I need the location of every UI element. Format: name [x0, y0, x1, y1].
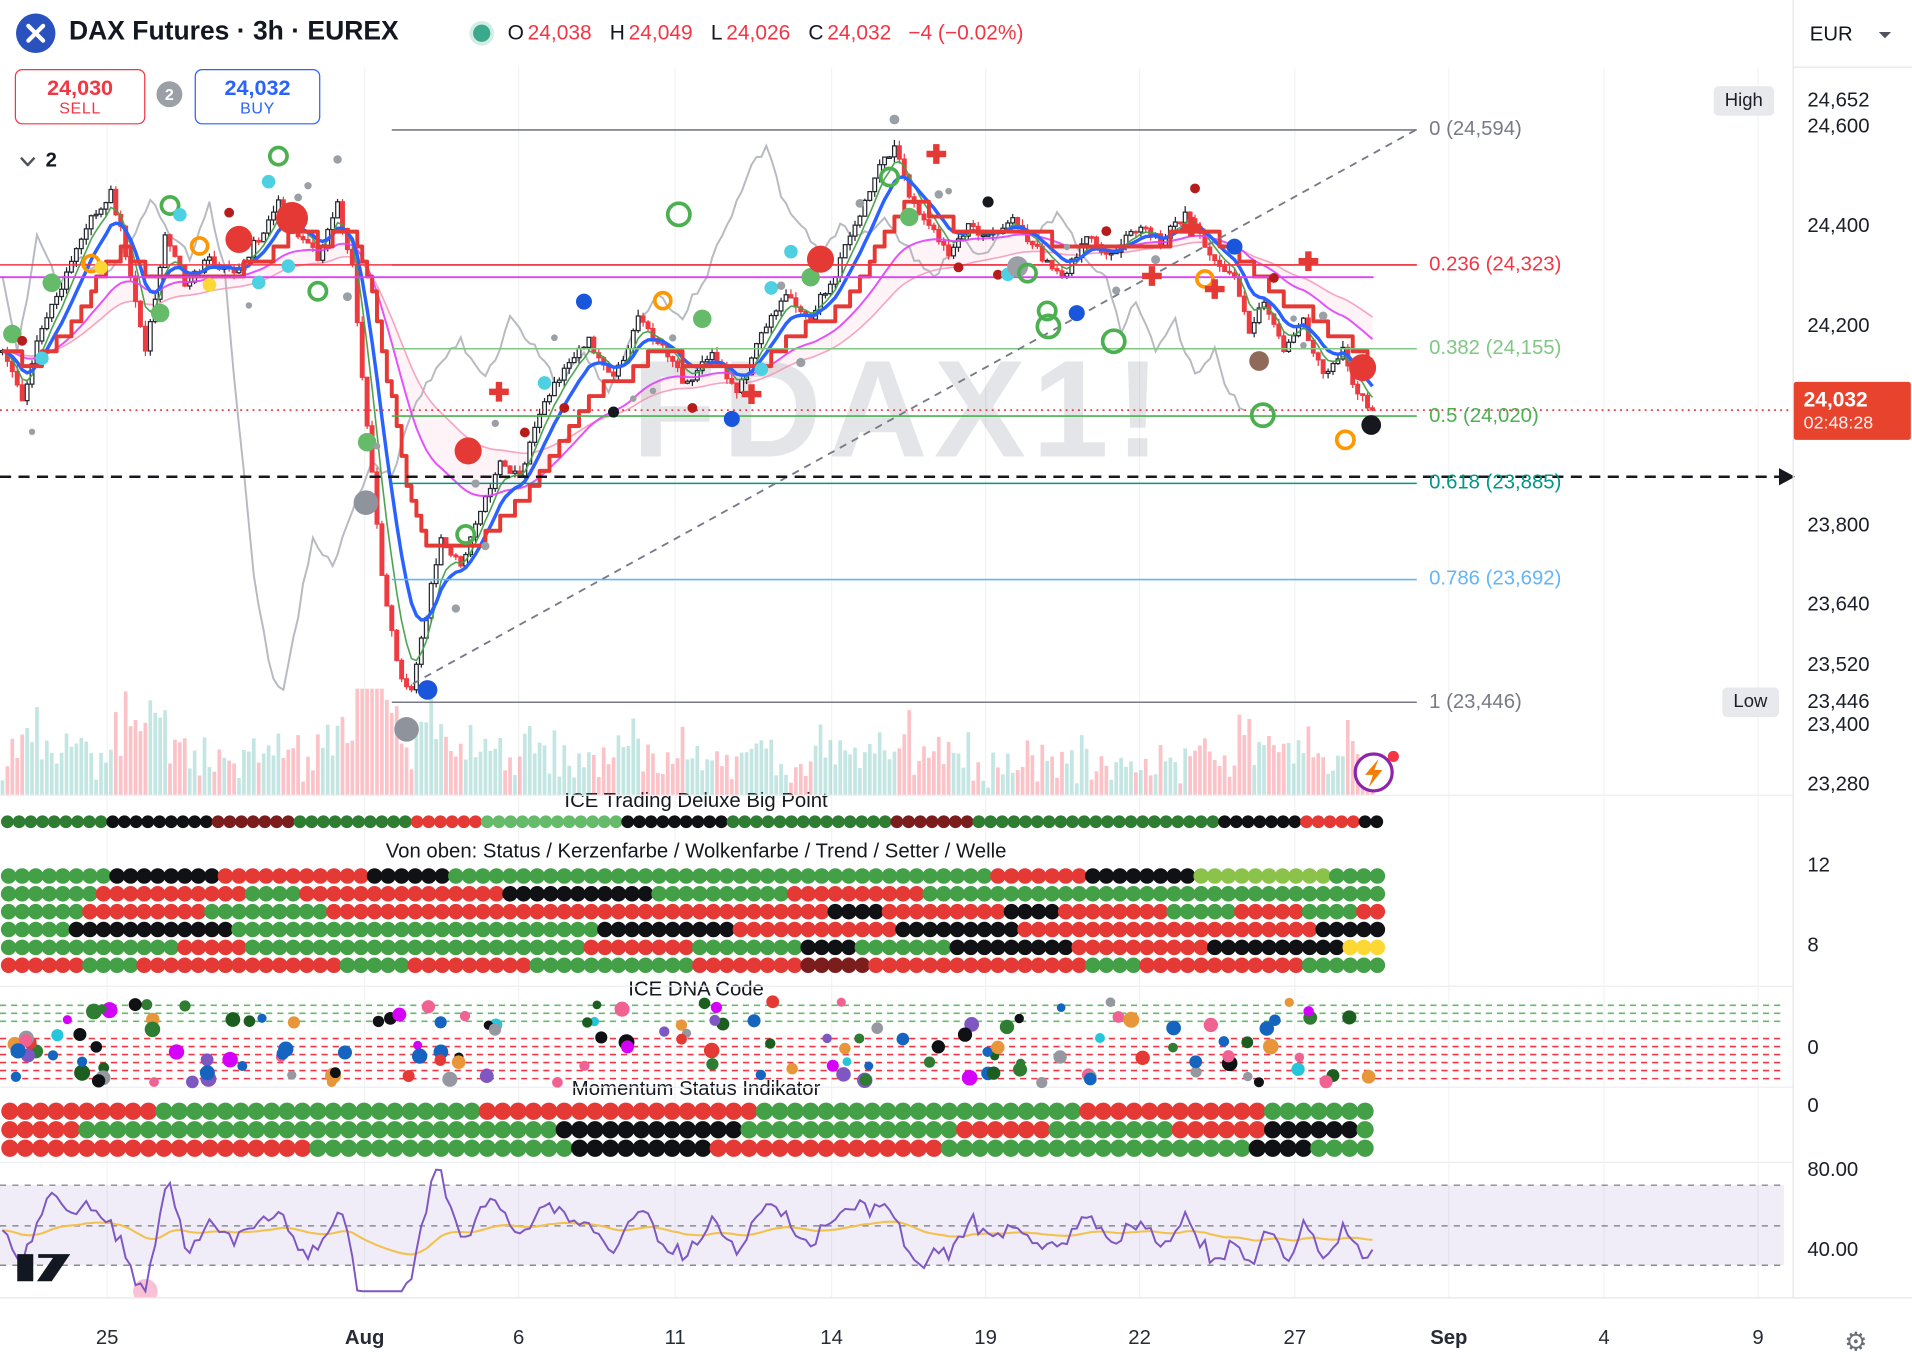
object-count-dropdown[interactable]: 2: [20, 149, 57, 172]
buy-label: BUY: [240, 98, 275, 118]
currency-value: EUR: [1809, 22, 1853, 45]
axis-settings-icon[interactable]: ⚙: [1844, 1326, 1868, 1352]
chevron-down-icon: [1878, 31, 1892, 38]
tradingview-logo[interactable]: [15, 1244, 84, 1295]
lightning-icon[interactable]: [1350, 745, 1402, 803]
buy-price: 24,032: [224, 75, 291, 100]
chevron-down-icon: [20, 156, 36, 166]
indicator-title-momentum: Momentum Status Indikator: [571, 1078, 821, 1101]
symbol-title[interactable]: DAX Futures · 3h · EUREX: [68, 16, 399, 46]
currency-selector[interactable]: EUR: [1797, 11, 1904, 58]
time-axis[interactable]: [0, 1297, 1912, 1352]
symbol-watermark: FDAX1!: [631, 332, 1167, 487]
object-count-value: 2: [45, 149, 57, 172]
sell-button[interactable]: 24,030 SELL: [14, 68, 146, 125]
indicator-title-dna-code: ICE DNA Code: [628, 978, 764, 1001]
sell-label: SELL: [59, 98, 101, 118]
indicator-subtitle-von-oben: Von oben: Status / Kerzenfarbe / Wolkenf…: [385, 840, 1007, 863]
price-axis[interactable]: [1792, 0, 1912, 1298]
sell-price: 24,030: [47, 75, 114, 100]
buy-button[interactable]: 24,032 BUY: [194, 68, 321, 125]
symbol-logo-icon[interactable]: [15, 12, 57, 54]
